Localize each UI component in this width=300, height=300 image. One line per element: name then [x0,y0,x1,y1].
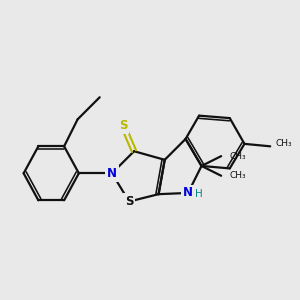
Text: N: N [107,167,117,180]
Text: CH₃: CH₃ [230,171,246,180]
Text: S: S [125,195,134,208]
Text: N: N [183,186,193,200]
Text: CH₃: CH₃ [230,152,246,160]
Text: CH₃: CH₃ [275,140,292,148]
Text: H: H [195,189,203,199]
Text: S: S [119,119,127,132]
